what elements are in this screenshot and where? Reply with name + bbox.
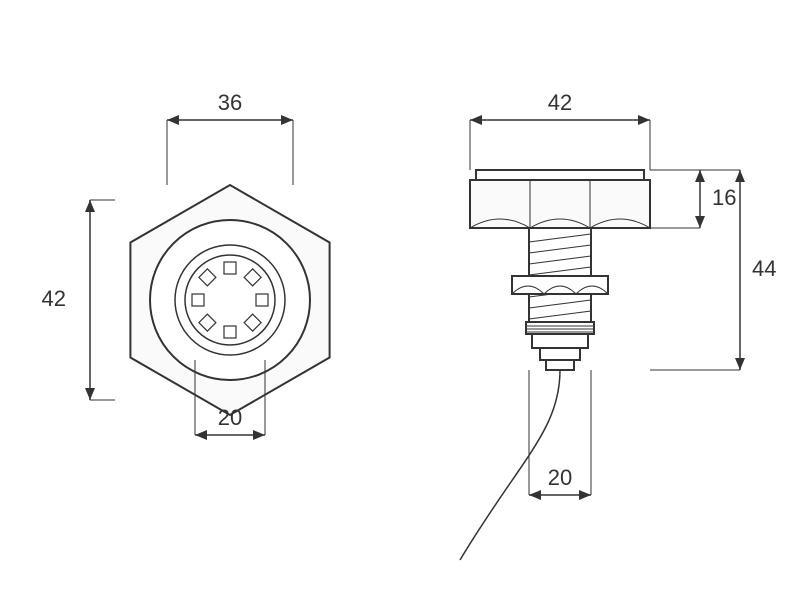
svg-text:20: 20 [548,465,572,490]
led-icon [192,294,204,306]
cable-wire [460,370,560,560]
svg-text:44: 44 [752,256,776,281]
led-icon [224,262,236,274]
svg-text:36: 36 [218,90,242,115]
svg-text:20: 20 [218,405,242,430]
bezel-circle [150,220,310,380]
cable-gland [546,360,574,370]
led-icon [224,326,236,338]
svg-text:42: 42 [548,90,572,115]
svg-text:16: 16 [712,185,736,210]
svg-text:42: 42 [42,286,66,311]
lock-nut [512,276,608,294]
front-view [130,185,329,415]
led-icon [256,294,268,306]
side-view [460,170,650,560]
head-side [470,180,650,228]
